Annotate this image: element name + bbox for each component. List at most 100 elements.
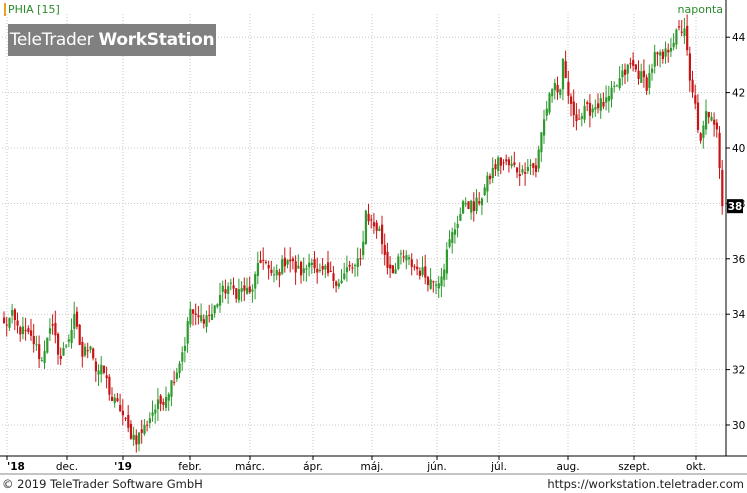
- candle-body: [210, 314, 214, 320]
- candle-body: [59, 355, 62, 359]
- candle-body: [67, 339, 70, 342]
- candle-body: [256, 263, 259, 276]
- candle-body: [27, 328, 30, 332]
- candle-body: [170, 380, 173, 397]
- candlestick-chart[interactable]: 30 32 34 36 38 40 42 44 '18 dec. '19 febr. márc. ápr.…: [0, 0, 747, 475]
- candle-body: [459, 213, 462, 221]
- candle-body: [148, 418, 151, 424]
- x-tick-label: márc.: [235, 461, 265, 473]
- candle-body: [192, 309, 195, 314]
- candle-body: [116, 398, 119, 402]
- candle-body: [462, 201, 465, 214]
- candle-body: [680, 31, 683, 33]
- candle-body: [537, 149, 540, 169]
- candle-body: [5, 324, 8, 326]
- candle-body: [399, 253, 403, 255]
- candle-body: [24, 330, 27, 332]
- candle-body: [38, 344, 41, 360]
- chart-area[interactable]: 30 32 34 36 38 40 42 44 '18 dec. '19 febr. márc. ápr.…: [0, 0, 747, 475]
- candle-body: [543, 119, 546, 136]
- candle-body: [540, 132, 543, 153]
- candle-body: [507, 159, 511, 166]
- candle-body: [467, 201, 470, 210]
- candle-body: [694, 95, 697, 104]
- candle-body: [491, 167, 494, 178]
- copyright-text: © 2019 TeleTrader Software GmbH: [2, 477, 203, 491]
- candle-body: [275, 269, 278, 276]
- candle-body: [327, 262, 330, 274]
- candle-body: [264, 262, 268, 264]
- candle-body: [567, 81, 570, 96]
- candle-body: [375, 222, 378, 231]
- candle-body: [321, 265, 324, 270]
- candle-body: [232, 285, 235, 289]
- candle-body: [291, 258, 295, 262]
- candle-body: [43, 351, 46, 363]
- candle-body: [97, 370, 100, 375]
- candle-body: [661, 51, 664, 60]
- candle-body: [672, 42, 675, 48]
- candle-body: [51, 324, 54, 326]
- candle-body: [221, 285, 224, 292]
- candle-body: [113, 397, 116, 403]
- candle-body: [273, 274, 276, 276]
- candle-body: [94, 361, 97, 372]
- candle-body: [208, 314, 211, 316]
- candle-body: [456, 223, 459, 228]
- candle-body: [89, 346, 92, 350]
- candle-body: [561, 58, 565, 90]
- candle-body: [391, 265, 394, 274]
- axis-layer: 30 32 34 36 38 40 42 44 '18 dec. '19 febr. márc. ápr.…: [0, 0, 747, 475]
- candle-body: [127, 414, 130, 428]
- candle-body: [435, 284, 438, 286]
- candle-body: [453, 229, 457, 235]
- candle-body: [213, 305, 216, 314]
- candle-body: [494, 164, 497, 170]
- candle-body: [362, 241, 365, 256]
- y-tick-label: 32: [732, 365, 745, 377]
- candle-body: [364, 210, 367, 244]
- candle-body: [715, 122, 718, 130]
- candle-body: [156, 399, 160, 410]
- candle-body: [656, 52, 659, 55]
- y-tick-label: 34: [732, 309, 746, 321]
- candle-body: [278, 271, 281, 276]
- candle-body: [602, 101, 605, 107]
- candle-body: [424, 266, 427, 278]
- candle-body: [518, 174, 521, 177]
- candle-body: [445, 249, 448, 274]
- candle-body: [81, 342, 84, 357]
- grid-layer: [2, 14, 726, 456]
- x-tick-label: '18: [7, 461, 25, 473]
- candle-body: [159, 395, 162, 404]
- candle-body: [443, 269, 446, 280]
- candle-body: [686, 25, 689, 51]
- candle-body: [270, 269, 273, 274]
- candle-body: [648, 72, 651, 88]
- candle-body: [154, 409, 157, 414]
- candle-body: [348, 264, 351, 267]
- candle-body: [408, 257, 411, 260]
- candle-body: [175, 372, 178, 380]
- candle-body: [84, 346, 87, 356]
- candle-body: [529, 164, 532, 166]
- candle-body: [381, 224, 384, 245]
- candle-body: [710, 116, 713, 121]
- candle-body: [451, 231, 454, 244]
- candle-body: [513, 162, 516, 165]
- candle-body: [183, 345, 187, 351]
- candle-body: [305, 268, 308, 270]
- candle-body: [683, 28, 686, 36]
- website-link[interactable]: https://workstation.teletrader.com: [547, 477, 744, 491]
- watermark-regular-text: TeleTrader: [9, 30, 99, 50]
- candle-body: [580, 116, 583, 119]
- candle-body: [642, 70, 646, 78]
- candle-body: [108, 376, 111, 395]
- candle-body: [483, 187, 486, 196]
- candle-body: [688, 53, 691, 81]
- candle-body: [227, 286, 230, 294]
- candle-body: [138, 432, 141, 445]
- candle-body: [448, 239, 451, 247]
- candle-body: [475, 197, 478, 211]
- candle-body: [489, 175, 492, 180]
